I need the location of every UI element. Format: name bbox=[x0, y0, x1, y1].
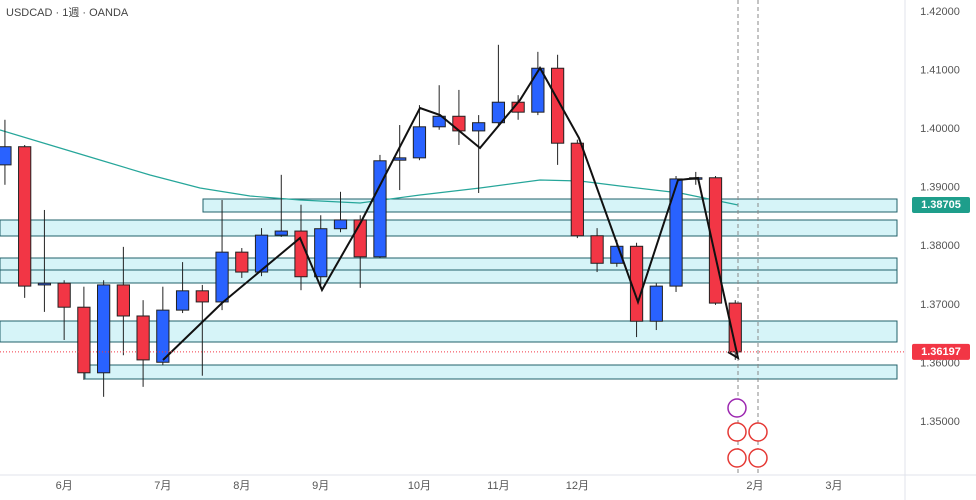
event-icon[interactable] bbox=[748, 422, 768, 442]
x-tick-label: 11月 bbox=[487, 480, 509, 492]
x-tick-label: 10月 bbox=[408, 480, 431, 492]
candle-body bbox=[570, 142, 584, 237]
candle-body bbox=[649, 285, 663, 322]
chart-title: USDCAD · 1週 · OANDA bbox=[6, 6, 129, 19]
y-tick-label: 1.39000 bbox=[920, 182, 960, 194]
candle-body bbox=[18, 146, 32, 287]
candle-body bbox=[550, 67, 565, 144]
candle-body bbox=[215, 251, 229, 303]
y-tick-label: 1.40000 bbox=[920, 123, 960, 135]
y-tick-label: 1.37000 bbox=[920, 299, 960, 311]
candle-body bbox=[590, 235, 604, 264]
zone bbox=[0, 257, 898, 271]
candle-body bbox=[156, 309, 170, 363]
candle-body bbox=[195, 290, 209, 303]
candle-body bbox=[235, 251, 249, 273]
x-tick-label: 8月 bbox=[233, 480, 250, 492]
candle-body bbox=[432, 115, 446, 128]
candle-body bbox=[0, 146, 12, 166]
price-tag bbox=[912, 196, 970, 213]
candle-body bbox=[57, 282, 71, 308]
candle-body bbox=[353, 219, 367, 258]
price-tag-label: 1.36197 bbox=[921, 346, 961, 358]
price-tag-label: 1.38705 bbox=[921, 199, 961, 211]
y-tick-label: 1.36000 bbox=[920, 357, 960, 369]
candle-body bbox=[491, 101, 506, 124]
y-tick-label: 1.38000 bbox=[920, 240, 960, 252]
event-icons bbox=[727, 398, 768, 468]
candle-body bbox=[175, 290, 190, 311]
candle-body bbox=[412, 126, 427, 159]
x-tick-label: 6月 bbox=[56, 480, 73, 492]
y-tick-label: 1.42000 bbox=[920, 6, 960, 18]
candles bbox=[0, 44, 742, 397]
candle-body bbox=[393, 157, 407, 161]
y-tick-label: 1.35000 bbox=[920, 416, 960, 428]
candle-body bbox=[116, 284, 130, 317]
x-tick-label: 7月 bbox=[154, 480, 171, 492]
x-tick-label: 2月 bbox=[746, 480, 763, 492]
candle-body bbox=[333, 219, 348, 230]
zone bbox=[84, 364, 898, 380]
zone bbox=[0, 269, 898, 284]
candle-body bbox=[274, 230, 288, 236]
moving-average bbox=[0, 129, 739, 206]
event-icon[interactable] bbox=[727, 398, 747, 418]
candle-body bbox=[531, 67, 545, 113]
x-tick-label: 9月 bbox=[312, 480, 329, 492]
candle-body bbox=[254, 234, 269, 273]
candle-body bbox=[77, 306, 91, 374]
x-tick-label: 3月 bbox=[825, 480, 842, 492]
event-icon[interactable] bbox=[727, 422, 747, 442]
zone bbox=[0, 219, 898, 237]
candle-body bbox=[472, 122, 486, 132]
zigzag bbox=[162, 66, 740, 361]
candle-body bbox=[97, 284, 111, 374]
y-tick-label: 1.41000 bbox=[920, 64, 960, 76]
event-icon[interactable] bbox=[727, 448, 747, 468]
candle-body bbox=[314, 228, 328, 278]
candle-body bbox=[669, 178, 683, 287]
zone bbox=[0, 320, 898, 343]
candle-body bbox=[37, 282, 52, 286]
candle-body bbox=[136, 315, 150, 361]
price-tag bbox=[912, 343, 970, 360]
event-icon[interactable] bbox=[748, 448, 768, 468]
x-tick-label: 12月 bbox=[566, 480, 589, 492]
candle-body bbox=[373, 160, 387, 258]
candle-body bbox=[452, 115, 466, 132]
